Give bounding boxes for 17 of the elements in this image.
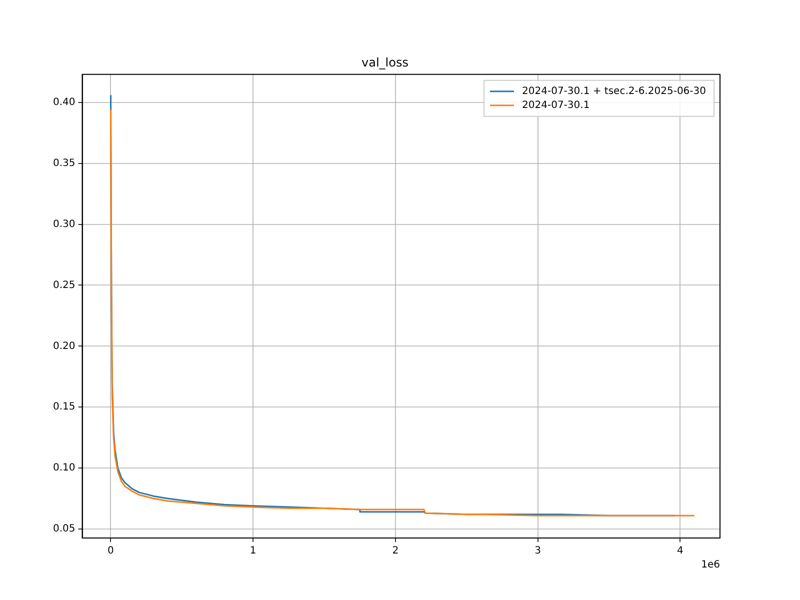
y-tick-label: 0.30: [53, 218, 76, 230]
x-tick-label: 4: [676, 546, 684, 557]
x-tick-label: 0: [108, 546, 114, 557]
y-tick-label: 0.35: [53, 158, 76, 169]
x-tick-label: 1: [250, 546, 256, 557]
x-tick-label: 2: [392, 546, 399, 557]
y-tick-label: 0.25: [53, 280, 76, 291]
text: 1e6: [701, 560, 720, 571]
legend-label: 2024-07-30.1: [522, 100, 590, 111]
y-tick-label: 0.05: [53, 524, 76, 535]
y-tick-label: 0.40: [53, 97, 76, 108]
legend-label: 2024-07-30.1 + tsec.2-6.2025-06-30: [522, 86, 706, 97]
y-tick-label: 0.15: [53, 402, 76, 413]
y-tick-label: 0.10: [53, 462, 76, 474]
y-tick-label: 0.20: [53, 340, 76, 352]
x-tick-label: 3: [534, 546, 541, 557]
chart-title: val_loss: [362, 55, 408, 70]
